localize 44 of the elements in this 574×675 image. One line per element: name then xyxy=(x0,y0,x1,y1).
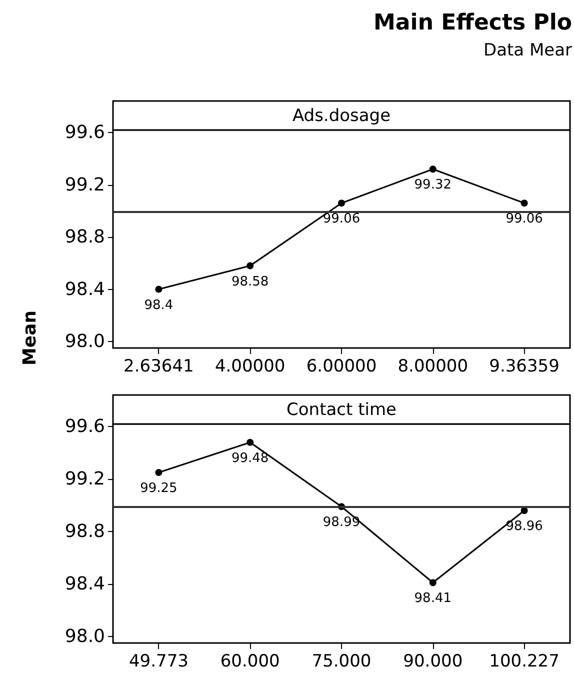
y-tick-label: 98.4 xyxy=(64,573,105,594)
y-tick-label: 99.6 xyxy=(64,122,105,144)
x-tick-label: 49.773 xyxy=(128,652,188,672)
data-label: 99.32 xyxy=(414,178,452,193)
point xyxy=(520,507,528,514)
text: Main Effects Plo xyxy=(374,10,572,36)
data-label: 98.41 xyxy=(414,591,452,606)
y-tick-label: 98.8 xyxy=(64,226,105,248)
x-tick-label: 8.00000 xyxy=(398,356,468,376)
y-tick-label: 98.0 xyxy=(64,626,105,647)
y-tick-label: 99.2 xyxy=(64,174,105,196)
data-label: 99.48 xyxy=(231,450,269,466)
data-label: 99.06 xyxy=(322,212,360,227)
x-tick-label: 100.227 xyxy=(489,652,560,672)
x-tick-label: 75.000 xyxy=(312,652,372,672)
x-tick-label: 2.63641 xyxy=(124,356,194,376)
text: Data Mear xyxy=(483,40,572,60)
x-tick-label: 60.000 xyxy=(220,652,280,672)
y-tick-label: 99.6 xyxy=(64,416,105,438)
point xyxy=(155,469,162,476)
x-tick-label: 90.000 xyxy=(403,652,463,672)
point xyxy=(429,579,436,586)
point xyxy=(246,438,254,446)
data-label: 98.99 xyxy=(322,515,360,530)
x-tick-label: 6.00000 xyxy=(306,356,377,376)
data-label: 98.4 xyxy=(144,298,174,313)
data-label: 98.96 xyxy=(506,519,543,534)
data-label: 99.25 xyxy=(140,481,178,496)
y-tick-label: 98.8 xyxy=(64,521,105,542)
y-tick-label: 98.4 xyxy=(64,278,105,300)
point xyxy=(429,166,436,173)
y-tick-label: 98.0 xyxy=(64,330,105,352)
point xyxy=(155,286,162,293)
y-axis-title: Mean xyxy=(20,310,40,366)
point xyxy=(338,200,345,207)
data-label: 98.58 xyxy=(231,274,269,290)
chart-title: Contact time xyxy=(286,400,396,420)
chart-title: Ads.dosage xyxy=(292,106,391,126)
point xyxy=(520,200,528,207)
point xyxy=(246,262,254,270)
x-tick-label: 4.00000 xyxy=(214,356,286,376)
x-tick-label: 9.36359 xyxy=(489,356,560,376)
y-tick-label: 99.2 xyxy=(64,468,105,490)
data-label: 99.06 xyxy=(506,212,543,227)
